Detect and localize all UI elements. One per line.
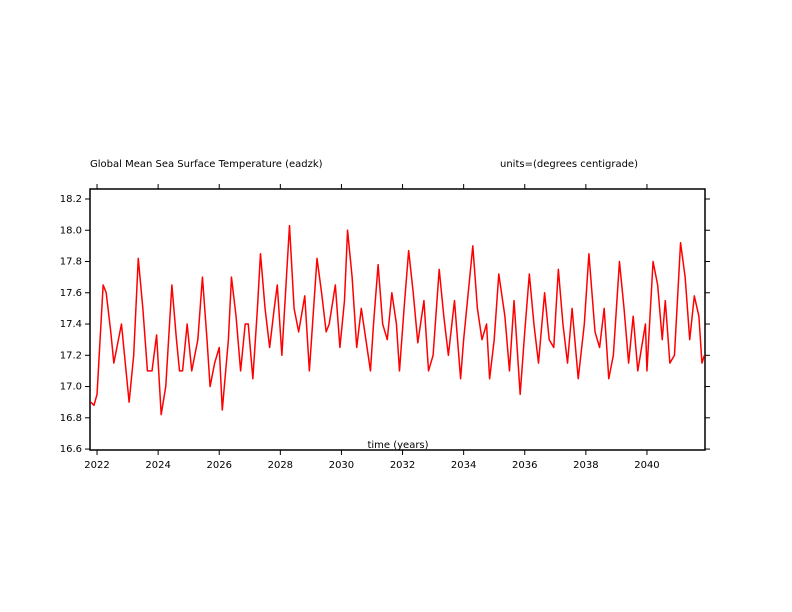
x-tick-label: 2030 (329, 460, 354, 471)
y-tick-label: 16.8 (60, 413, 82, 424)
y-tick-label: 17.2 (60, 350, 82, 361)
y-tick-label: 17.4 (60, 319, 82, 330)
y-tick-label: 17.0 (60, 382, 82, 393)
y-tick-label: 17.8 (60, 257, 82, 268)
y-tick-label: 16.6 (60, 444, 82, 455)
x-tick-label: 2036 (512, 460, 537, 471)
y-tick-label: 17.6 (60, 288, 82, 299)
y-tick-label: 18.2 (60, 194, 82, 205)
x-tick-label: 2034 (451, 460, 476, 471)
x-tick-label: 2026 (207, 460, 232, 471)
x-tick-label: 2038 (573, 460, 598, 471)
x-tick-label: 2028 (268, 460, 293, 471)
x-tick-label: 2040 (634, 460, 659, 471)
x-tick-label: 2032 (390, 460, 415, 471)
plot-frame (89, 188, 706, 451)
x-tick-label: 2022 (84, 460, 109, 471)
x-tick-label: 2024 (145, 460, 170, 471)
units-label: units=(degrees centigrade) (500, 159, 638, 170)
chart-title: Global Mean Sea Surface Temperature (ead… (90, 159, 323, 170)
y-tick-label: 18.0 (60, 225, 82, 236)
x-axis-label: time (years) (367, 440, 428, 451)
data-line (90, 224, 706, 416)
